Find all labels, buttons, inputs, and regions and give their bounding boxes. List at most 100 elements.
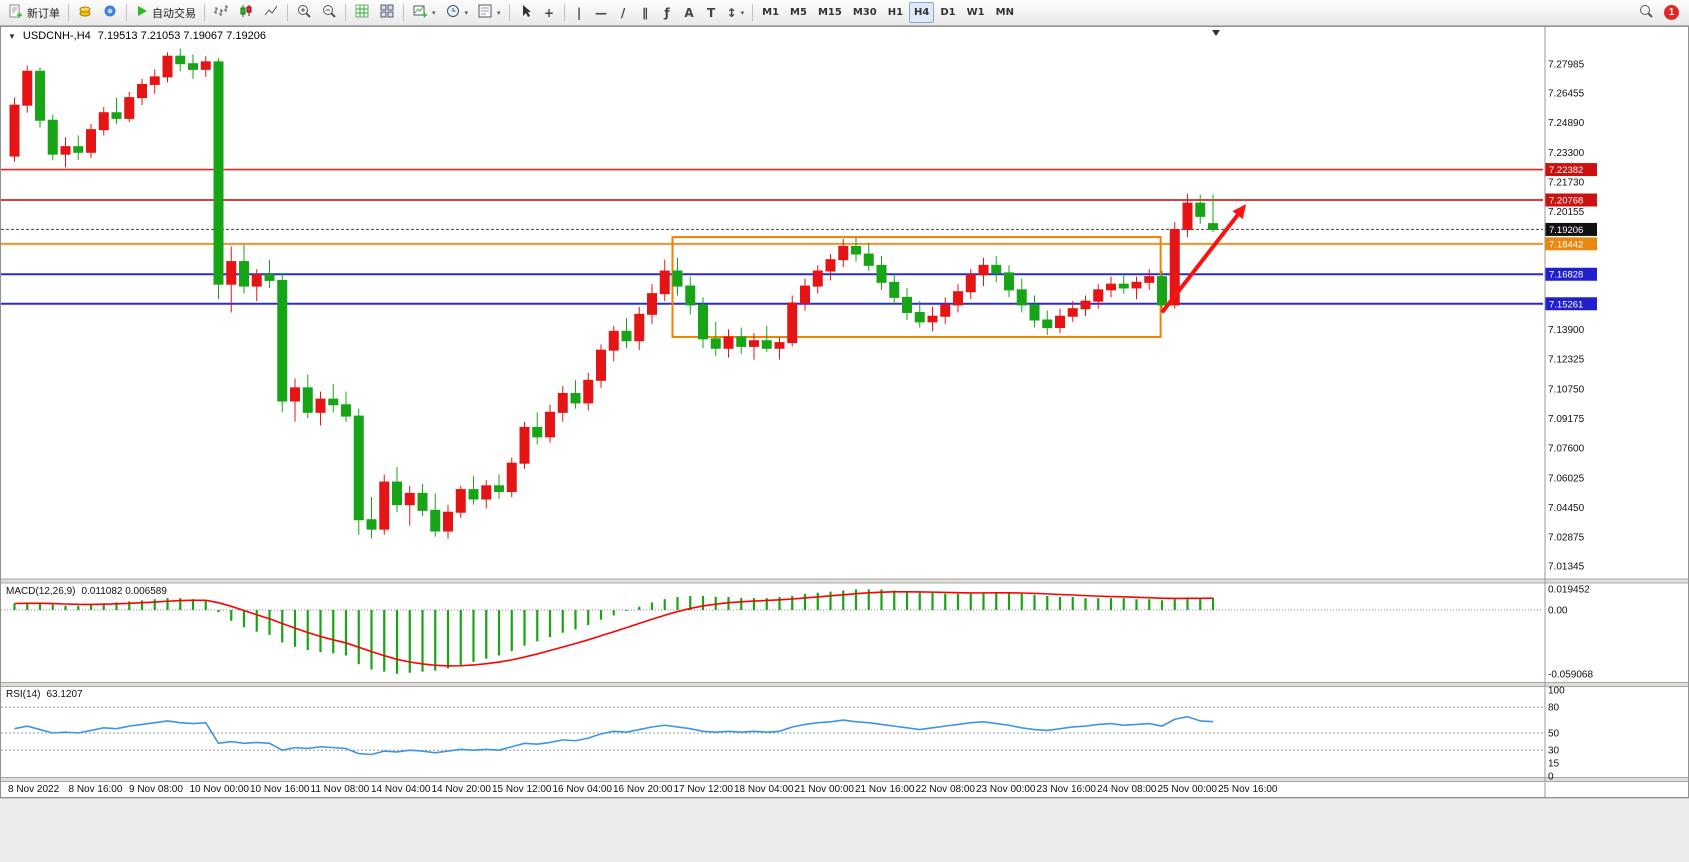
vertical-line-tool-button[interactable]: | (569, 2, 590, 23)
timeframe-h4-button[interactable]: H4 (909, 2, 935, 23)
svg-text:7.24890: 7.24890 (1548, 118, 1585, 129)
toolbar-separator (752, 4, 754, 21)
crosshair-tool-button[interactable]: + (539, 2, 560, 23)
periods-button[interactable]: ▾ (441, 2, 473, 23)
svg-text:0: 0 (1548, 772, 1554, 783)
toolbar-separator (403, 4, 404, 21)
dropdown-caret-icon: ▾ (497, 8, 501, 17)
svg-text:11 Nov 08:00: 11 Nov 08:00 (311, 784, 370, 795)
new-order-label: 新订单 (27, 6, 60, 20)
rsi-value: 63.1207 (46, 689, 83, 700)
svg-text:7.09175: 7.09175 (1548, 414, 1585, 425)
auto-trading-label: 自动交易 (152, 6, 196, 20)
svg-text:7.23300: 7.23300 (1548, 148, 1585, 159)
trendline-icon: / (620, 5, 626, 20)
chart-ohlc-values: 7.19513 7.21053 7.19067 7.19206 (97, 30, 266, 42)
auto-trading-icon (135, 4, 149, 21)
grid-icon (354, 3, 370, 22)
timeframe-m1-button[interactable]: M1 (757, 2, 784, 23)
one-click-trading-toggle[interactable]: ▼ (8, 31, 16, 41)
tile-windows-button[interactable] (375, 2, 399, 23)
svg-text:7.18442: 7.18442 (1549, 239, 1583, 250)
svg-text:7.12325: 7.12325 (1548, 355, 1585, 366)
grid-toggle-button[interactable] (350, 2, 374, 23)
bar-chart-button[interactable] (209, 2, 233, 23)
timeframe-group: M1 M5 M15 M30 H1 H4 D1 W1 MN (757, 2, 1019, 23)
auto-trading-button[interactable]: 自动交易 (131, 2, 200, 23)
line-chart-icon (263, 3, 279, 22)
search-button[interactable] (1634, 2, 1658, 23)
svg-text:0.019452: 0.019452 (1548, 584, 1590, 595)
new-order-icon (8, 3, 24, 22)
toolbar-separator (345, 4, 346, 21)
candlestick-chart-button[interactable] (234, 2, 258, 23)
line-chart-button[interactable] (259, 2, 283, 23)
svg-text:17 Nov 12:00: 17 Nov 12:00 (674, 784, 734, 795)
template-icon (477, 3, 493, 22)
bar-chart-icon (213, 3, 229, 22)
svg-text:80: 80 (1548, 703, 1560, 714)
gold-coins-icon (77, 3, 93, 22)
svg-text:7.13900: 7.13900 (1548, 325, 1585, 336)
fibonacci-icon: ƒ (664, 5, 670, 20)
svg-text:14 Nov 20:00: 14 Nov 20:00 (432, 784, 492, 795)
new-order-button[interactable]: 新订单 (4, 2, 64, 23)
svg-text:16 Nov 04:00: 16 Nov 04:00 (553, 784, 613, 795)
svg-text:21 Nov 00:00: 21 Nov 00:00 (795, 784, 855, 795)
main-toolbar: 新订单 自动交易 ▾ ▾ ▾ (0, 0, 1689, 26)
horizontal-line-tool-button[interactable]: — (591, 2, 612, 23)
svg-text:7.20768: 7.20768 (1549, 195, 1583, 206)
svg-text:7.10750: 7.10750 (1548, 384, 1585, 395)
toolbar-separator (126, 4, 127, 21)
svg-text:7.06025: 7.06025 (1548, 473, 1585, 484)
zoom-in-icon (296, 3, 312, 22)
new-chart-icon (412, 3, 428, 22)
timeframe-m30-button[interactable]: M30 (848, 2, 882, 23)
text-tool-button[interactable]: A (679, 2, 700, 23)
timeframe-m5-button[interactable]: M5 (785, 2, 812, 23)
timeframe-mn-button[interactable]: MN (991, 2, 1019, 23)
svg-text:7.16828: 7.16828 (1549, 270, 1583, 281)
templates-button[interactable]: ▾ (473, 2, 505, 23)
cursor-icon (518, 3, 534, 22)
toolbar-separator (204, 4, 205, 21)
timeframe-h1-button[interactable]: H1 (883, 2, 908, 23)
tile-windows-icon (379, 3, 395, 22)
channel-tool-button[interactable]: ∥ (635, 2, 656, 23)
svg-text:10 Nov 16:00: 10 Nov 16:00 (250, 784, 310, 795)
new-chart-button[interactable]: ▾ (408, 2, 440, 23)
cursor-tool-button[interactable] (514, 2, 538, 23)
label-tool-button[interactable]: T (701, 2, 722, 23)
svg-text:0.00: 0.00 (1548, 606, 1568, 617)
chart-symbol-period: USDCNH-,H4 (22, 30, 91, 42)
zoom-out-button[interactable] (317, 2, 341, 23)
customer-service-button[interactable] (98, 2, 122, 23)
svg-text:9 Nov 08:00: 9 Nov 08:00 (129, 784, 183, 795)
timeframe-m15-button[interactable]: M15 (813, 2, 847, 23)
chart-quote-line: ▼ USDCNH-,H4 7.19513 7.21053 7.19067 7.1… (8, 30, 266, 42)
svg-text:30: 30 (1548, 746, 1560, 757)
svg-text:-0.059068: -0.059068 (1548, 669, 1593, 680)
svg-text:7.27985: 7.27985 (1548, 60, 1585, 71)
svg-text:7.01345: 7.01345 (1548, 562, 1585, 573)
svg-text:7.02875: 7.02875 (1548, 533, 1585, 544)
trendline-tool-button[interactable]: / (613, 2, 634, 23)
customer-service-icon (102, 3, 118, 22)
zoom-in-button[interactable] (292, 2, 316, 23)
dropdown-caret-icon: ▾ (464, 8, 469, 17)
notification-badge[interactable]: 1 (1664, 5, 1679, 20)
timeframe-w1-button[interactable]: W1 (962, 2, 990, 23)
svg-text:24 Nov 08:00: 24 Nov 08:00 (1097, 784, 1157, 795)
toolbar-separator (563, 4, 565, 21)
arrows-tool-button[interactable]: ↕ ▾ (723, 2, 749, 23)
chart-canvas[interactable]: 7.27985 7.26455 7.24890 7.23300 7.21730 7.201… (0, 26, 1689, 862)
macd-name: MACD(12,26,9) (6, 586, 76, 597)
svg-text:8 Nov 2022: 8 Nov 2022 (8, 784, 60, 795)
timeframe-d1-button[interactable]: D1 (935, 2, 960, 23)
svg-text:10 Nov 00:00: 10 Nov 00:00 (190, 784, 250, 795)
text-icon: A (684, 5, 694, 20)
svg-text:22 Nov 08:00: 22 Nov 08:00 (916, 784, 976, 795)
fibonacci-tool-button[interactable]: ƒ (657, 2, 678, 23)
vertical-line-icon: | (576, 5, 582, 20)
gold-button[interactable] (73, 2, 97, 23)
